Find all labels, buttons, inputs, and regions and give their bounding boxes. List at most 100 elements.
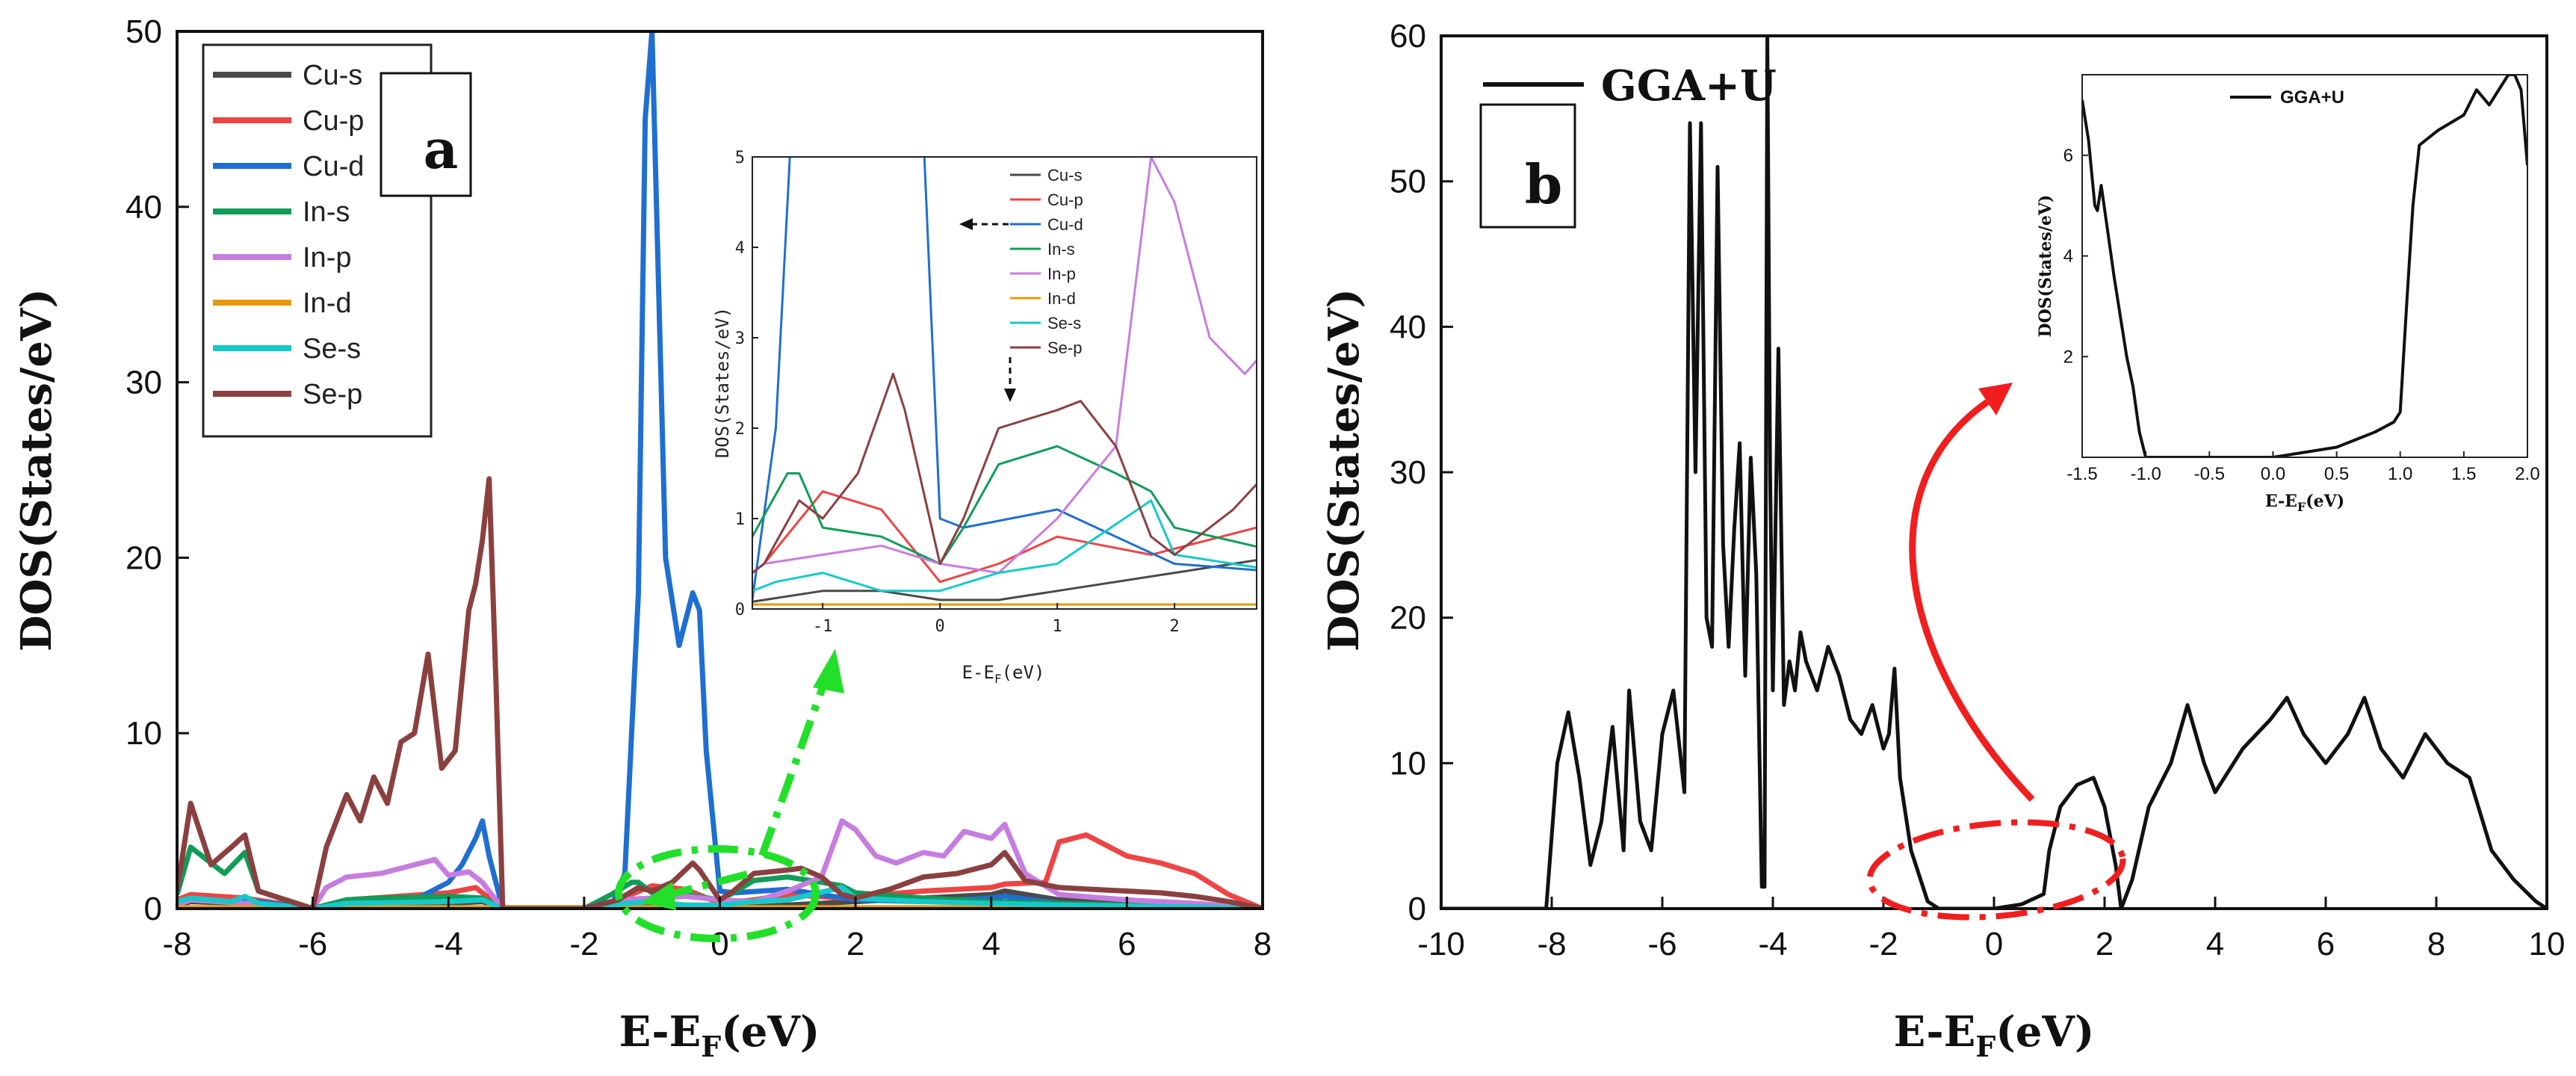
panel-a-inset-legend-label: Se-p [1047, 338, 1082, 357]
panel-b-gap-ellipse [1866, 819, 2126, 921]
panel-a-inset-arrow-down-head [1004, 389, 1016, 402]
panel-b-legend-label: GGA+U [1601, 61, 1777, 111]
panel-a-x-tick-label: -2 [569, 926, 598, 962]
panel-b-x-tick-label: 0 [1985, 926, 2003, 962]
panel-a-y-tick-label: 20 [126, 539, 162, 576]
panel-b-x-tick-label: 6 [2317, 926, 2335, 962]
panel-b-inset-y-label: DOS(States/eV) [2036, 195, 2055, 338]
panel-b-series [1441, 36, 2547, 909]
panel-a-zoom-arrow-2 [660, 871, 749, 900]
panel-a-inset: -1 0 1 2 0 1 2 3 4 5 DOS(States/eV) E-EF(eV) Cu-… [712, 149, 1257, 686]
panel-a-x-tick-label: -6 [298, 926, 327, 962]
panel-a-zoom-arrow [758, 667, 833, 857]
panel-a-inset-arrow-left-head [959, 218, 973, 230]
panel-a-inset-y-tick-label: 0 [735, 601, 745, 619]
panel-b-y-tick-label: 30 [1390, 454, 1426, 491]
panel-a-inset-legend: Cu-s Cu-p Cu-d In-s In-p In-d Se-s Se-p [1010, 166, 1083, 357]
panel-b-letter-box [1479, 103, 1576, 229]
panel-a-inset-frame [752, 156, 1257, 610]
panel-a-zoom-arrow-2-head [641, 882, 676, 910]
panel-a-inset-y-label: DOS(States/eV) [712, 307, 733, 458]
panel-b-x-tick-label: -4 [1758, 926, 1787, 962]
panel-a-legend-label: Se-s [303, 333, 361, 365]
panel-a-inset-bg [752, 157, 1257, 609]
panel-a-x-tick-label: 8 [1254, 926, 1272, 962]
panel-b-x-tick-label: 8 [2427, 926, 2445, 962]
panel-b-inset-y-tick-label: 4 [2063, 247, 2073, 267]
panel-b-chart: -10 -8 -6 -4 -2 0 2 4 6 8 10 0 10 20 30 40 50 60 DOS(Sta… [1319, 18, 2565, 1063]
panel-a-x-tick-label: -8 [162, 926, 191, 962]
panel-b-y-tick-label: 60 [1390, 18, 1426, 55]
panel-b-inset-legend-label: GGA+U [2280, 87, 2344, 108]
panel-a-x-tick-label: 6 [1118, 926, 1136, 962]
panel-b-inset-x-tick-label: 1.5 [2451, 464, 2476, 484]
panel-a-zoom-arrow-head [813, 649, 844, 693]
panel-a-y-tick-label: 10 [126, 715, 162, 752]
panel-a-inset-x-label: E-EF(eV) [962, 662, 1045, 686]
panel-b-x-ticks: -10 -8 -6 -4 -2 0 2 4 6 8 10 [1417, 897, 2565, 962]
panel-a-letter: a [424, 117, 459, 181]
panel-a-zoom-ellipse [615, 845, 820, 942]
panel-a-x-tick-label: 0 [710, 926, 728, 962]
panel-a-y-tick-label: 0 [144, 891, 162, 927]
panel-b-series-gga-u [1441, 36, 2547, 909]
panel-b-inset-series [2082, 75, 2527, 457]
panel-a-y-tick-label: 50 [126, 13, 162, 50]
panel-a-inset-legend-label: Cu-s [1047, 166, 1082, 185]
panel-a-y-tick-label: 40 [126, 189, 162, 226]
panel-a-legend-label: In-s [303, 197, 350, 228]
panel-b-inset-x-label: E-EF(eV) [2265, 492, 2344, 514]
panel-b-inset-x-ticks: -1.5 -1.0 -0.5 0.0 0.5 1.0 1.5 2.0 [2066, 451, 2540, 484]
panel-a-legend-label: Se-p [303, 379, 362, 410]
panel-a-inset-series-cu-p [752, 490, 1257, 584]
panel-a-inset-legend-label: Cu-p [1047, 191, 1083, 209]
panel-b-inset-x-tick-label: 0.5 [2324, 464, 2349, 484]
panel-a-inset-legend-label: In-p [1047, 265, 1076, 283]
panel-a-y-label: DOS(States/eV) [12, 288, 61, 652]
panel-a-inset-y-ticks: 0 1 2 3 4 5 [735, 149, 758, 619]
panel-a-x-ticks: -8 -6 -4 -2 0 2 4 6 8 [162, 897, 1272, 962]
panel-b-inset-x-tick-label: -1.0 [2130, 464, 2161, 484]
panel-a-inset-y-tick-label: 4 [735, 239, 745, 258]
panel-a-x-tick-label: 2 [846, 926, 864, 962]
panel-a-inset-y-tick-label: 1 [735, 510, 745, 529]
panel-b-inset-y-ticks: 2 4 6 [2063, 146, 2088, 367]
panel-a-legend-label: Cu-d [303, 151, 364, 182]
panel-a-legend-label: In-p [303, 242, 351, 273]
panel-a-y-tick-label: 30 [126, 365, 162, 401]
panel-b-x-tick-label: -2 [1868, 926, 1898, 962]
panel-b-y-tick-label: 50 [1390, 164, 1426, 200]
panel-a-inset-x-tick-label: -1 [813, 617, 833, 636]
panel-b-y-label: DOS(States/eV) [1319, 288, 1369, 652]
panel-b-x-tick-label: 10 [2529, 926, 2566, 962]
panel-a-x-label: E-EF(eV) [619, 1007, 820, 1063]
panel-a-series-se-p [177, 476, 1263, 909]
panel-b-x-label: E-EF(eV) [1894, 1007, 2095, 1063]
panel-b-x-tick-label: -6 [1647, 926, 1676, 962]
panel-b-y-tick-label: 0 [1408, 891, 1426, 927]
panel-b-letter: b [1525, 152, 1562, 216]
panel-b-y-ticks: 0 10 20 30 40 50 60 [1390, 18, 1453, 927]
panel-b-x-tick-label: -8 [1537, 926, 1566, 962]
panel-a-inset-x-ticks: -1 0 1 2 [813, 603, 1180, 636]
panel-a-inset-y-tick-label: 3 [735, 330, 745, 348]
panel-b-inset-x-tick-label: 0.0 [2261, 464, 2285, 484]
panel-a-letter-box [380, 72, 472, 197]
panel-b-y-tick-label: 20 [1390, 600, 1426, 637]
panel-b-arrow [1909, 399, 2035, 803]
panel-b-inset-bg [2082, 75, 2527, 457]
panel-a-inset-legend-label: Se-s [1047, 314, 1081, 333]
panel-a-inset-legend-label: In-s [1047, 240, 1075, 259]
panel-b-inset-series [2082, 75, 2527, 457]
panel-b-inset-y-tick-label: 2 [2063, 347, 2073, 367]
panel-a-legend-label: Cu-s [303, 60, 362, 91]
panel-b-inset-x-tick-label: -0.5 [2194, 464, 2225, 484]
panel-b-inset-x-tick-label: 1.0 [2388, 464, 2412, 484]
panel-a-inset-legend-label: Cu-d [1047, 215, 1083, 234]
panel-a-y-ticks: 0 10 20 30 40 50 [126, 13, 189, 927]
panel-a-inset-x-tick-label: 1 [1053, 617, 1062, 636]
panel-b-x-tick-label: 4 [2206, 926, 2224, 962]
panel-b-arrow-head [1978, 383, 2013, 415]
panel-b-inset-frame [2081, 74, 2528, 458]
